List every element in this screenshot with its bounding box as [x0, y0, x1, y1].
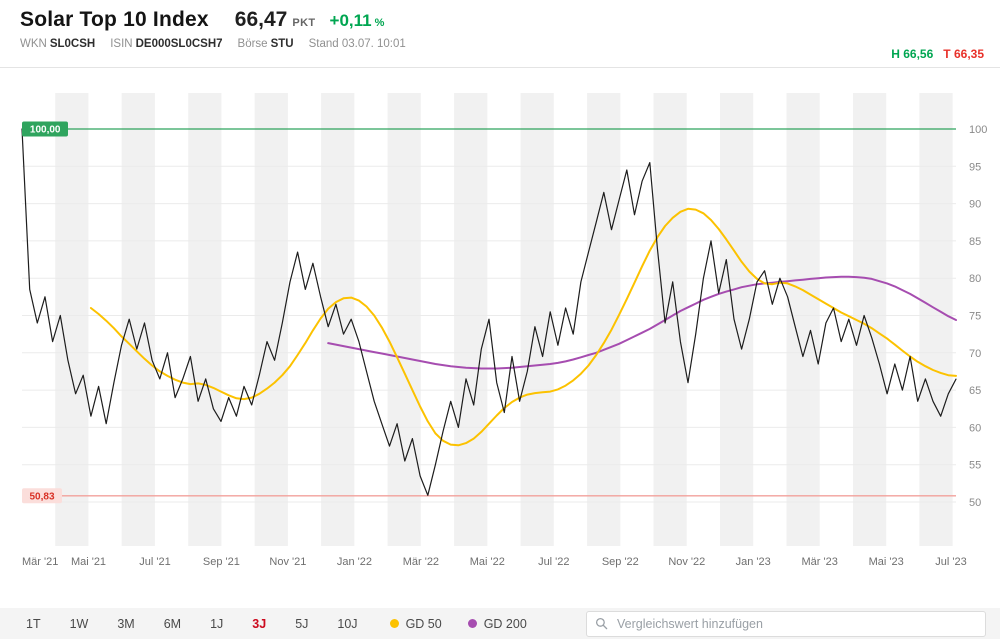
y-axis-label: 100	[969, 124, 987, 136]
x-axis-label: Sep '22	[602, 556, 639, 568]
day-high-value: 66,56	[903, 47, 934, 61]
day-low-label: T	[943, 47, 951, 61]
compare-search-input[interactable]	[586, 610, 986, 637]
month-stripe	[587, 93, 621, 546]
low-marker-chip	[22, 488, 62, 504]
high-low-values: H 66,56 T 66,35	[891, 47, 984, 61]
legend-gd200[interactable]: GD 200	[467, 616, 527, 631]
y-axis-label: 70	[969, 348, 981, 360]
boerse-pair: Börse STU	[238, 38, 294, 50]
gd50-dot-icon	[389, 619, 399, 628]
gd200-dot-icon	[467, 619, 477, 628]
month-stripe	[786, 93, 820, 546]
x-axis-label: Mär '21	[22, 556, 58, 568]
change-value: +0,11	[329, 11, 372, 30]
month-stripe	[919, 93, 953, 546]
range-button-6m[interactable]: 6M	[152, 614, 193, 634]
legend-gd50-label: GD 50	[405, 616, 442, 631]
instrument-meta: WKN SL0CSH ISIN DE000SL0CSH7 Börse STU Stan…	[20, 38, 984, 50]
page-title: Solar Top 10 Index	[20, 8, 209, 31]
isin-pair: ISIN DE000SL0CSH7	[110, 38, 222, 50]
month-stripe	[121, 93, 155, 546]
isin-label: ISIN	[110, 38, 133, 50]
day-low-value: 66,35	[953, 47, 984, 61]
range-button-10j[interactable]: 10J	[325, 614, 369, 634]
compare-search	[586, 610, 986, 637]
isin-value: DE000SL0CSH7	[135, 38, 223, 50]
day-low: T 66,35	[943, 47, 984, 61]
x-axis-label: Jan '22	[337, 556, 372, 568]
range-button-1t[interactable]: 1T	[14, 614, 53, 634]
wkn-pair: WKN SL0CSH	[20, 38, 95, 50]
range-button-3m[interactable]: 3M	[105, 614, 146, 634]
range-button-1w[interactable]: 1W	[58, 614, 101, 634]
wkn-label: WKN	[20, 38, 47, 50]
month-stripe	[720, 93, 754, 546]
x-axis-label: Nov '22	[668, 556, 705, 568]
x-axis-label: Mai '22	[470, 556, 505, 568]
month-stripe	[653, 93, 687, 546]
gd200-line	[327, 275, 957, 370]
high-marker-chip	[22, 121, 68, 137]
high-marker-chip-label: 100,00	[30, 125, 61, 136]
x-axis-label: Mär '23	[802, 556, 838, 568]
x-axis-label: Sep '21	[203, 556, 240, 568]
price-chart-canvas[interactable]: 50 55 60 65 70 75 80 85 90 95 100 Mär '21 Mai '21 Jul…	[0, 68, 1000, 603]
x-axis-label: Mai '21	[71, 556, 106, 568]
low-marker-chip-label: 50,83	[29, 491, 54, 502]
y-axis-label: 50	[969, 497, 981, 509]
month-stripe	[387, 93, 421, 546]
range-selector: 1T 1W 3M 6M 1J 3J 5J 10J	[14, 614, 370, 634]
x-axis-label: Jul '23	[935, 556, 966, 568]
boerse-value: STU	[270, 38, 294, 50]
change-badge: +0,11 %	[330, 11, 385, 31]
x-axis-label: Mai '23	[869, 556, 904, 568]
y-axis-label: 95	[969, 161, 981, 173]
x-axis-label: Mär '22	[403, 556, 439, 568]
month-stripe	[520, 93, 554, 546]
price-chart[interactable]: 50 55 60 65 70 75 80 85 90 95 100 Mär '21 Mai '21 Jul…	[0, 68, 1000, 603]
title-row: Solar Top 10 Index 66,47 PKT +0,11 %	[20, 8, 984, 32]
index-quote: 66,47 PKT	[235, 8, 316, 32]
change-unit: %	[374, 17, 385, 29]
boerse-label: Börse	[237, 38, 268, 50]
range-button-5j[interactable]: 5J	[283, 614, 320, 634]
day-high-label: H	[891, 47, 900, 61]
range-button-3j[interactable]: 3J	[240, 614, 278, 634]
x-axis-label: Jul '22	[538, 556, 569, 568]
wkn-value: SL0CSH	[49, 38, 96, 50]
search-icon	[595, 617, 608, 630]
month-stripe	[55, 93, 89, 546]
stand-timestamp: Stand 03.07. 10:01	[308, 38, 406, 50]
month-stripe	[853, 93, 887, 546]
quote-header: Solar Top 10 Index 66,47 PKT +0,11 % WKN…	[0, 0, 1000, 68]
index-unit: PKT	[292, 17, 316, 29]
chart-legend: GD 50 GD 200	[389, 616, 527, 631]
y-axis-label: 60	[969, 422, 981, 434]
y-axis-label: 65	[969, 385, 981, 397]
y-axis-label: 85	[969, 236, 981, 248]
gd50-line	[89, 207, 957, 447]
month-stripe	[454, 93, 488, 546]
x-axis-label: Jan '23	[736, 556, 771, 568]
month-stripe	[188, 93, 222, 546]
legend-gd50[interactable]: GD 50	[389, 616, 442, 631]
x-axis-label: Jul '21	[139, 556, 170, 568]
y-axis-label: 75	[969, 311, 981, 323]
x-axis-label: Nov '21	[269, 556, 306, 568]
y-axis-label: 55	[969, 460, 981, 472]
index-value: 66,47	[234, 8, 288, 31]
y-axis-label: 80	[969, 273, 981, 285]
chart-toolbar: 1T 1W 3M 6M 1J 3J 5J 10J GD 50 GD 200	[0, 608, 1000, 639]
day-high: H 66,56	[891, 47, 933, 61]
y-axis-label: 90	[969, 199, 981, 211]
range-button-1j[interactable]: 1J	[198, 614, 235, 634]
price-line	[21, 128, 957, 496]
legend-gd200-label: GD 200	[483, 616, 527, 631]
